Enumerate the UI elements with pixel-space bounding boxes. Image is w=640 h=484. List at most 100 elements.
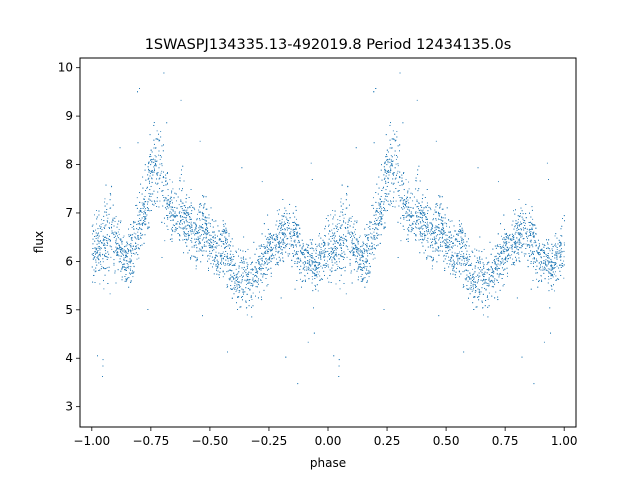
data-point bbox=[354, 231, 355, 233]
data-point bbox=[327, 277, 329, 279]
data-point bbox=[525, 243, 527, 245]
data-point bbox=[222, 276, 224, 278]
data-point bbox=[166, 201, 168, 203]
data-point bbox=[506, 261, 508, 263]
data-point bbox=[410, 213, 412, 214]
data-point bbox=[333, 239, 335, 241]
data-point bbox=[395, 163, 397, 165]
data-point bbox=[174, 206, 176, 208]
data-point bbox=[390, 164, 392, 166]
data-point bbox=[142, 221, 144, 223]
data-point bbox=[393, 172, 395, 174]
data-point bbox=[446, 238, 448, 240]
data-point bbox=[318, 271, 320, 273]
data-point bbox=[390, 159, 392, 161]
data-point bbox=[358, 237, 360, 239]
data-point bbox=[292, 228, 294, 230]
data-point bbox=[499, 264, 501, 266]
data-point bbox=[172, 188, 174, 190]
data-point bbox=[417, 219, 419, 221]
data-point bbox=[324, 248, 326, 249]
data-point bbox=[371, 242, 373, 244]
data-point bbox=[127, 264, 129, 266]
data-point bbox=[198, 240, 200, 242]
data-point bbox=[488, 279, 489, 281]
data-point bbox=[495, 264, 497, 266]
data-point bbox=[479, 268, 481, 270]
data-point bbox=[536, 260, 538, 262]
data-point bbox=[213, 231, 215, 232]
data-point bbox=[461, 263, 463, 265]
data-point bbox=[138, 257, 140, 259]
data-point bbox=[488, 292, 490, 294]
data-point bbox=[446, 234, 448, 236]
data-point bbox=[176, 223, 178, 225]
data-point bbox=[337, 219, 339, 221]
data-point bbox=[353, 251, 355, 253]
data-point bbox=[390, 155, 392, 157]
data-point bbox=[375, 218, 377, 219]
data-point bbox=[482, 307, 484, 309]
data-point bbox=[123, 235, 125, 237]
data-point bbox=[434, 239, 436, 241]
data-point bbox=[305, 243, 307, 245]
data-point bbox=[168, 199, 170, 201]
data-point bbox=[474, 248, 476, 250]
data-point bbox=[101, 219, 103, 221]
data-point bbox=[449, 231, 451, 232]
data-point bbox=[232, 259, 234, 261]
data-point bbox=[353, 252, 355, 253]
data-point bbox=[342, 267, 344, 269]
data-point bbox=[462, 264, 464, 266]
data-point bbox=[434, 209, 436, 211]
data-point bbox=[159, 200, 161, 202]
data-point bbox=[414, 204, 416, 206]
data-point bbox=[192, 232, 194, 234]
data-point bbox=[352, 232, 353, 234]
data-point bbox=[317, 290, 319, 292]
data-point bbox=[305, 263, 307, 265]
data-point bbox=[471, 268, 473, 270]
data-point bbox=[417, 202, 419, 204]
data-point bbox=[270, 242, 272, 244]
data-point bbox=[338, 223, 340, 224]
data-point bbox=[329, 258, 330, 260]
data-point bbox=[231, 260, 233, 262]
data-point bbox=[563, 277, 565, 279]
data-point bbox=[99, 247, 101, 249]
data-point bbox=[112, 233, 114, 234]
data-point bbox=[115, 246, 117, 248]
data-point bbox=[193, 231, 195, 233]
data-point bbox=[517, 226, 518, 228]
data-point bbox=[373, 244, 375, 246]
data-point bbox=[140, 223, 142, 225]
data-point bbox=[252, 279, 254, 281]
data-point bbox=[526, 240, 528, 242]
data-point bbox=[179, 240, 181, 242]
data-point bbox=[154, 155, 156, 157]
data-point bbox=[549, 261, 551, 263]
data-point bbox=[448, 247, 450, 249]
data-point bbox=[412, 223, 414, 225]
data-point bbox=[130, 251, 132, 253]
data-point bbox=[447, 241, 449, 243]
data-point bbox=[548, 276, 549, 277]
data-point bbox=[288, 222, 290, 224]
data-point bbox=[269, 236, 271, 238]
data-point bbox=[440, 222, 442, 224]
data-point bbox=[247, 276, 249, 278]
data-point bbox=[328, 224, 330, 226]
data-point bbox=[311, 276, 313, 277]
data-point bbox=[495, 262, 496, 264]
data-point bbox=[324, 249, 326, 251]
data-point bbox=[461, 241, 463, 243]
data-point bbox=[482, 274, 484, 276]
data-point bbox=[443, 232, 445, 234]
data-point bbox=[154, 164, 156, 166]
data-point bbox=[250, 264, 252, 265]
data-point bbox=[276, 258, 277, 260]
data-point bbox=[303, 267, 304, 269]
data-point bbox=[347, 248, 349, 250]
data-point bbox=[213, 241, 215, 243]
